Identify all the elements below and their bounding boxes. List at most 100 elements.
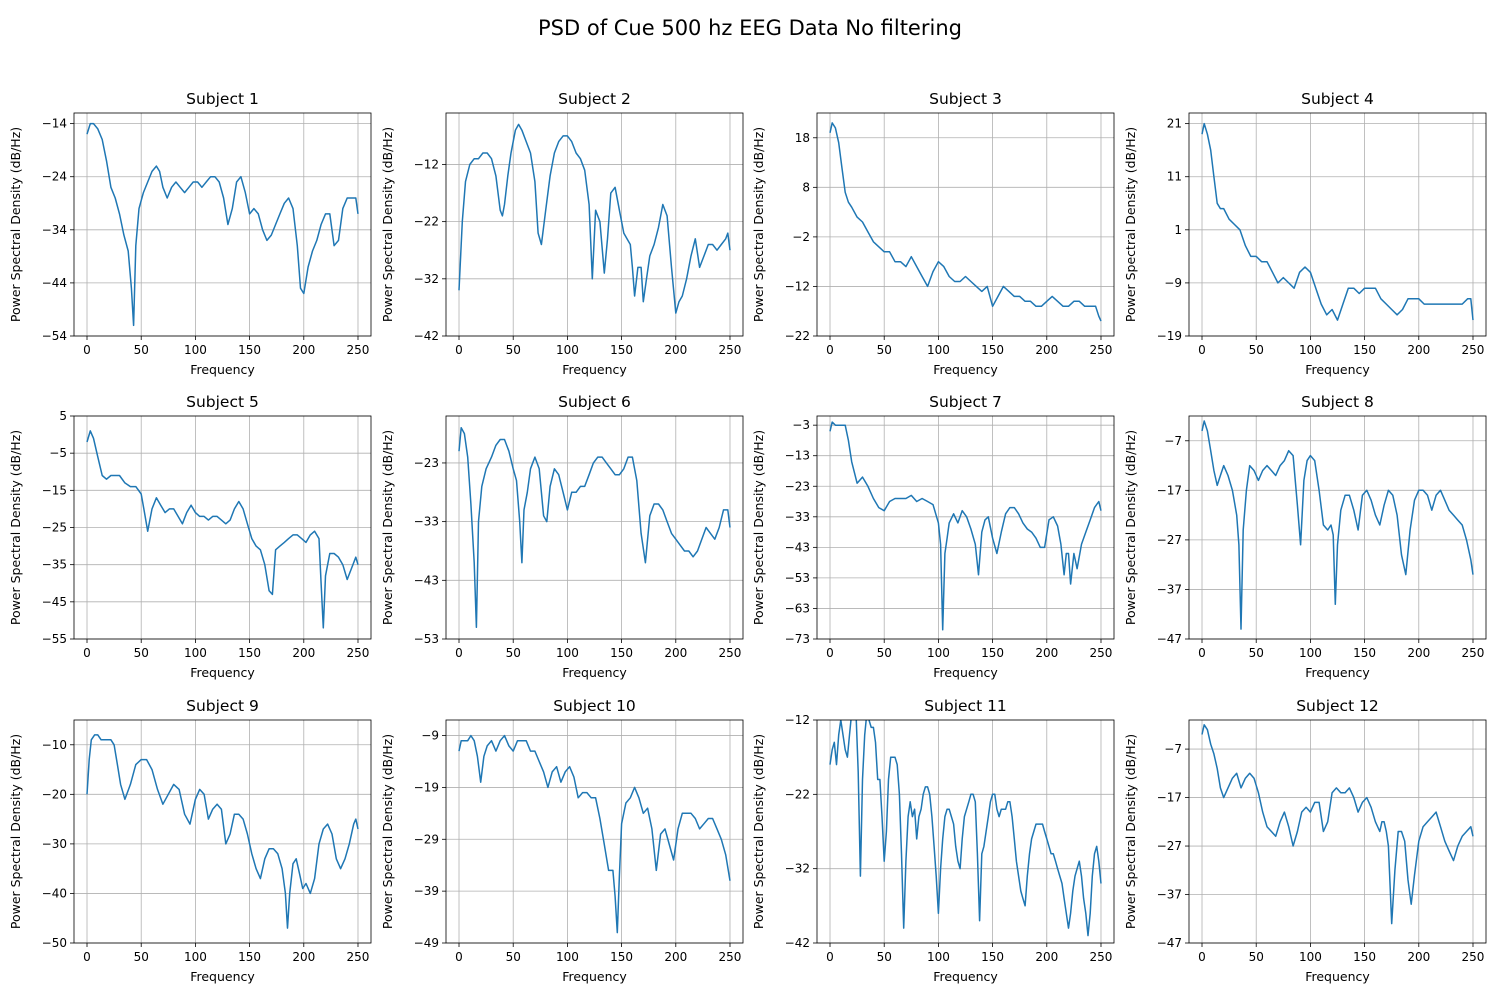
x-tick-label: 0: [455, 343, 463, 357]
y-tick-label: −43: [414, 573, 439, 587]
y-tick-label: −20: [42, 787, 67, 801]
y-tick-label: −23: [414, 456, 439, 470]
y-tick-label: −53: [785, 571, 810, 585]
y-tick-label: −12: [414, 157, 439, 171]
x-tick-label: 50: [877, 950, 892, 964]
subplot-title: Subject 7: [929, 393, 1002, 411]
y-tick-label: −34: [42, 223, 67, 237]
x-tick-label: 0: [455, 646, 463, 660]
x-tick-label: 250: [347, 950, 370, 964]
subplot-7: 0 50 100 150 200 250 −73 −63 −53 −43 −33 −23 −13 −3 Su…: [751, 393, 1115, 680]
y-tick-label: −24: [42, 170, 67, 184]
axes-frame: [816, 719, 1115, 944]
y-axis-label: Power Spectral Density (dB/Hz): [8, 430, 23, 625]
subplot-title: Subject 8: [1301, 393, 1374, 411]
y-tick-label: 21: [1167, 117, 1182, 131]
y-axis-label: Power Spectral Density (dB/Hz): [380, 430, 395, 625]
x-tick-label: 200: [1407, 343, 1430, 357]
y-axis-label: Power Spectral Density (dB/Hz): [1123, 127, 1138, 322]
subplot-title: Subject 1: [186, 90, 259, 108]
y-axis-label: Power Spectral Density (dB/Hz): [751, 127, 766, 322]
series-line-1: [829, 421, 1102, 631]
y-tick-label: −33: [785, 510, 810, 524]
subplot-8: 0 50 100 150 200 250 −47 −37 −27 −17 −7 Subject 8 Fr…: [1123, 393, 1487, 680]
x-tick-label: 200: [292, 646, 315, 660]
y-tick-label: −39: [414, 884, 439, 898]
series-line-1: [829, 720, 1102, 937]
x-tick-label: 50: [1249, 646, 1264, 660]
y-tick-label: −50: [42, 936, 67, 950]
x-tick-label: 250: [719, 343, 742, 357]
x-tick-label: 200: [664, 646, 687, 660]
subplot-11: 0 50 100 150 200 250 −42 −32 −22 −12 Subject 11 Fre…: [751, 697, 1115, 984]
y-tick-label: −43: [785, 540, 810, 554]
y-tick-label: 18: [795, 131, 810, 145]
axes-frame: [1188, 112, 1487, 337]
x-tick-label: 50: [506, 950, 521, 964]
x-tick-label: 0: [455, 950, 463, 964]
x-tick-label: 100: [1299, 646, 1322, 660]
x-axis-label: Frequency: [933, 665, 998, 680]
x-tick-label: 250: [1090, 950, 1113, 964]
y-tick-label: 8: [802, 180, 810, 194]
y-tick-label: −45: [42, 595, 67, 609]
x-axis-label: Frequency: [562, 969, 627, 984]
subplot-2: 0 50 100 150 200 250 −42 −32 −22 −12 Subject 2 Freq…: [380, 90, 744, 377]
y-tick-label: −54: [42, 329, 67, 343]
y-tick-label: −44: [42, 276, 67, 290]
axes-frame: [445, 112, 744, 337]
subplot-title: Subject 4: [1301, 90, 1374, 108]
x-tick-label: 100: [184, 646, 207, 660]
x-tick-label: 100: [927, 950, 950, 964]
y-tick-label: −14: [42, 117, 67, 131]
axes-frame: [816, 112, 1115, 337]
x-tick-label: 0: [1198, 950, 1206, 964]
y-tick-label: −7: [1164, 434, 1182, 448]
y-axis-label: Power Spectral Density (dB/Hz): [1123, 430, 1138, 625]
y-tick-label: −9: [421, 729, 439, 743]
x-tick-label: 150: [981, 950, 1004, 964]
y-tick-label: −42: [785, 936, 810, 950]
y-tick-label: −10: [42, 738, 67, 752]
x-tick-label: 100: [556, 646, 579, 660]
x-axis-label: Frequency: [1305, 969, 1370, 984]
axes-frame: [1188, 415, 1487, 640]
y-tick-label: 5: [59, 409, 67, 423]
x-tick-label: 100: [1299, 343, 1322, 357]
x-tick-label: 200: [1035, 646, 1058, 660]
y-tick-label: −29: [414, 832, 439, 846]
y-tick-label: 11: [1167, 170, 1182, 184]
series-line-1: [458, 123, 731, 314]
axes-frame: [445, 415, 744, 640]
x-tick-label: 250: [1462, 343, 1485, 357]
subplot-3: 0 50 100 150 200 250 −22 −12 −2 8 18 Subject 3 Frequ…: [751, 90, 1115, 377]
series-line-1: [86, 734, 359, 929]
x-tick-label: 250: [719, 950, 742, 964]
y-tick-label: −47: [1157, 936, 1182, 950]
subplot-title: Subject 3: [929, 90, 1002, 108]
x-axis-label: Frequency: [933, 362, 998, 377]
subplot-12: 0 50 100 150 200 250 −47 −37 −27 −17 −7 Subject 12 F…: [1123, 697, 1487, 984]
x-tick-label: 150: [610, 950, 633, 964]
x-tick-label: 250: [1462, 646, 1485, 660]
x-tick-label: 100: [556, 950, 579, 964]
x-tick-label: 50: [877, 343, 892, 357]
y-axis-label: Power Spectral Density (dB/Hz): [380, 734, 395, 929]
series-line-1: [86, 430, 359, 629]
y-tick-label: −7: [1164, 742, 1182, 756]
series-line-1: [1201, 122, 1474, 321]
y-tick-label: −3: [792, 418, 810, 432]
y-tick-label: −17: [1157, 483, 1182, 497]
x-tick-label: 50: [1249, 950, 1264, 964]
x-tick-label: 250: [719, 646, 742, 660]
x-tick-label: 200: [664, 343, 687, 357]
x-tick-label: 250: [347, 646, 370, 660]
y-tick-label: −15: [42, 483, 67, 497]
x-tick-label: 150: [1353, 950, 1376, 964]
y-tick-label: −12: [785, 279, 810, 293]
y-tick-label: −40: [42, 886, 67, 900]
figure-title: PSD of Cue 500 hz EEG Data No filtering: [538, 16, 962, 40]
x-axis-label: Frequency: [1305, 665, 1370, 680]
x-tick-label: 0: [1198, 343, 1206, 357]
series-line-1: [1201, 420, 1474, 630]
